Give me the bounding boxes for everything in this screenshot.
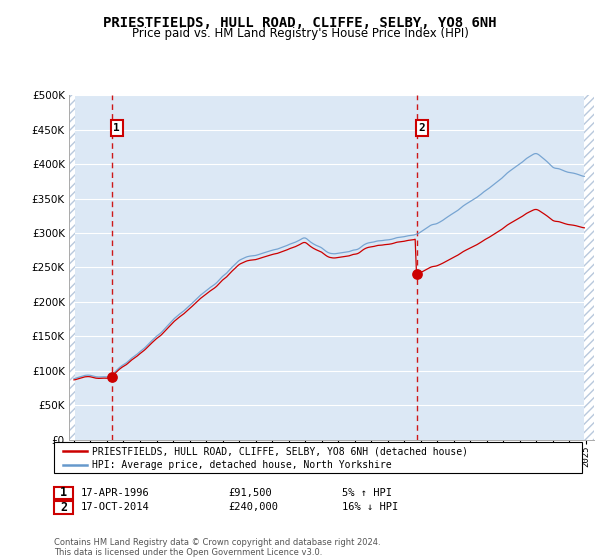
Point [107,372,116,381]
Text: PRIESTFIELDS, HULL ROAD, CLIFFE, SELBY, YO8 6NH (detached house): PRIESTFIELDS, HULL ROAD, CLIFFE, SELBY, … [92,446,468,456]
Text: £240,000: £240,000 [228,502,278,512]
Polygon shape [584,95,594,440]
Text: 2: 2 [60,501,67,514]
Text: 2: 2 [419,123,425,133]
Text: 17-OCT-2014: 17-OCT-2014 [81,502,150,512]
Text: 5% ↑ HPI: 5% ↑ HPI [342,488,392,498]
Text: £91,500: £91,500 [228,488,272,498]
Point [412,270,422,279]
Text: HPI: Average price, detached house, North Yorkshire: HPI: Average price, detached house, Nort… [92,460,391,470]
Text: Price paid vs. HM Land Registry's House Price Index (HPI): Price paid vs. HM Land Registry's House … [131,27,469,40]
Text: Contains HM Land Registry data © Crown copyright and database right 2024.
This d: Contains HM Land Registry data © Crown c… [54,538,380,557]
Text: 1: 1 [113,123,120,133]
Text: 1: 1 [60,486,67,500]
Text: PRIESTFIELDS, HULL ROAD, CLIFFE, SELBY, YO8 6NH: PRIESTFIELDS, HULL ROAD, CLIFFE, SELBY, … [103,16,497,30]
Polygon shape [69,95,75,440]
Text: 16% ↓ HPI: 16% ↓ HPI [342,502,398,512]
Text: 17-APR-1996: 17-APR-1996 [81,488,150,498]
